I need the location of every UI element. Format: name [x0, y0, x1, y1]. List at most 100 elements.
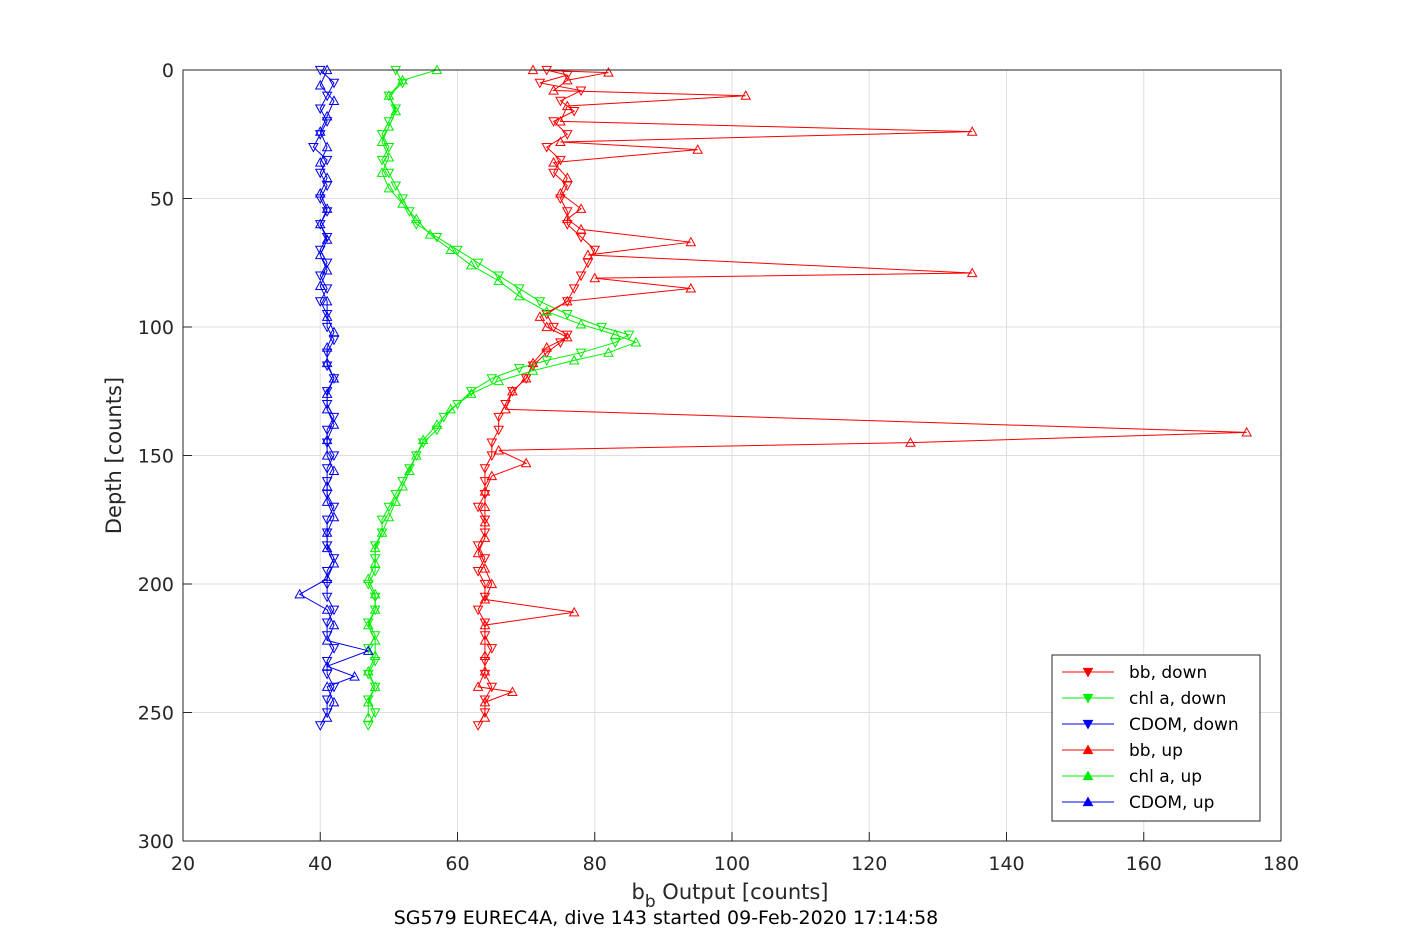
legend-label: CDOM, down: [1129, 715, 1239, 735]
data-point: [314, 297, 326, 307]
data-point: [575, 223, 587, 234]
series-line: [477, 69, 1247, 718]
data-point: [369, 557, 381, 568]
data-point: [321, 592, 333, 603]
legend-entry-bb-up: bb, up: [1062, 741, 1183, 761]
data-point: [692, 144, 704, 154]
series-chl-a-up: [362, 64, 642, 722]
data-point: [369, 681, 381, 691]
data-point: [555, 155, 566, 166]
data-point: [445, 403, 456, 414]
data-point: [520, 457, 532, 468]
data-point: [321, 669, 333, 680]
data-point: [404, 465, 415, 476]
data-point: [431, 419, 443, 429]
data-point: [541, 356, 553, 366]
data-point: [410, 213, 422, 224]
data-point: [431, 425, 443, 436]
data-point: [383, 90, 395, 100]
data-point: [321, 141, 333, 152]
data-point: [561, 331, 573, 342]
data-point: [740, 90, 752, 100]
data-point: [561, 74, 573, 85]
data-point: [603, 347, 614, 357]
data-point: [321, 660, 333, 671]
data-point: [561, 295, 573, 306]
data-point: [321, 295, 333, 306]
data-point: [472, 547, 484, 558]
data-point: [397, 198, 408, 208]
data-point: [376, 130, 388, 140]
data-point: [362, 644, 374, 654]
data-point: [479, 712, 491, 722]
y-tick-label: 200: [138, 574, 174, 596]
data-point: [383, 143, 395, 153]
data-point: [376, 527, 388, 537]
data-point: [314, 721, 326, 731]
data-point: [479, 650, 491, 661]
data-point: [369, 650, 381, 661]
data-point: [321, 712, 333, 722]
data-point: [321, 264, 333, 275]
data-point: [314, 249, 326, 260]
data-point: [390, 181, 402, 192]
x-tick-label: 120: [851, 853, 887, 875]
data-point: [561, 100, 573, 111]
data-point: [321, 496, 333, 506]
data-point: [548, 117, 559, 127]
data-point: [362, 712, 374, 722]
data-point: [328, 644, 340, 654]
data-point: [561, 310, 573, 320]
data-point: [555, 194, 566, 205]
data-point: [472, 605, 484, 616]
data-point: [479, 501, 491, 511]
data-point: [966, 126, 978, 136]
data-point: [321, 434, 333, 445]
data-point: [328, 557, 340, 568]
data-point: [321, 322, 333, 333]
data-point: [555, 115, 566, 126]
data-layer: [294, 64, 1253, 731]
data-point: [568, 284, 580, 294]
data-point: [362, 721, 374, 731]
data-point: [541, 342, 553, 352]
data-point: [328, 619, 340, 630]
data-point: [555, 338, 566, 348]
data-point: [575, 318, 587, 329]
data-point: [486, 470, 498, 481]
legend-marker: [1082, 719, 1094, 730]
legend-marker: [1082, 796, 1094, 807]
series-cdom-up: [294, 64, 374, 722]
legend-entry-cdom-down: CDOM, down: [1062, 715, 1239, 735]
data-point: [479, 618, 491, 629]
data-point: [479, 485, 491, 496]
data-point: [390, 104, 402, 115]
data-point: [493, 275, 505, 285]
data-point: [376, 167, 388, 177]
data-point: [685, 236, 697, 247]
data-point: [328, 465, 340, 476]
data-point: [479, 635, 491, 645]
data-point: [479, 592, 491, 603]
y-tick-label: 150: [138, 446, 174, 468]
data-point: [513, 284, 525, 294]
data-point: [321, 388, 333, 398]
data-point: [493, 375, 505, 386]
data-point: [905, 437, 916, 447]
y-tick-label: 250: [138, 703, 174, 725]
data-point: [534, 297, 546, 307]
data-point: [445, 244, 456, 254]
data-point: [321, 234, 333, 244]
data-point: [383, 151, 395, 162]
data-point: [465, 387, 477, 397]
legend-label: chl a, up: [1129, 767, 1202, 787]
legend-entry-bb-down: bb, down: [1062, 663, 1207, 683]
data-point: [582, 258, 594, 269]
data-point: [404, 464, 415, 474]
legend-box: [1051, 654, 1261, 822]
data-point: [410, 449, 422, 460]
data-point: [534, 311, 546, 321]
data-point: [589, 245, 601, 256]
data-point: [397, 480, 408, 491]
